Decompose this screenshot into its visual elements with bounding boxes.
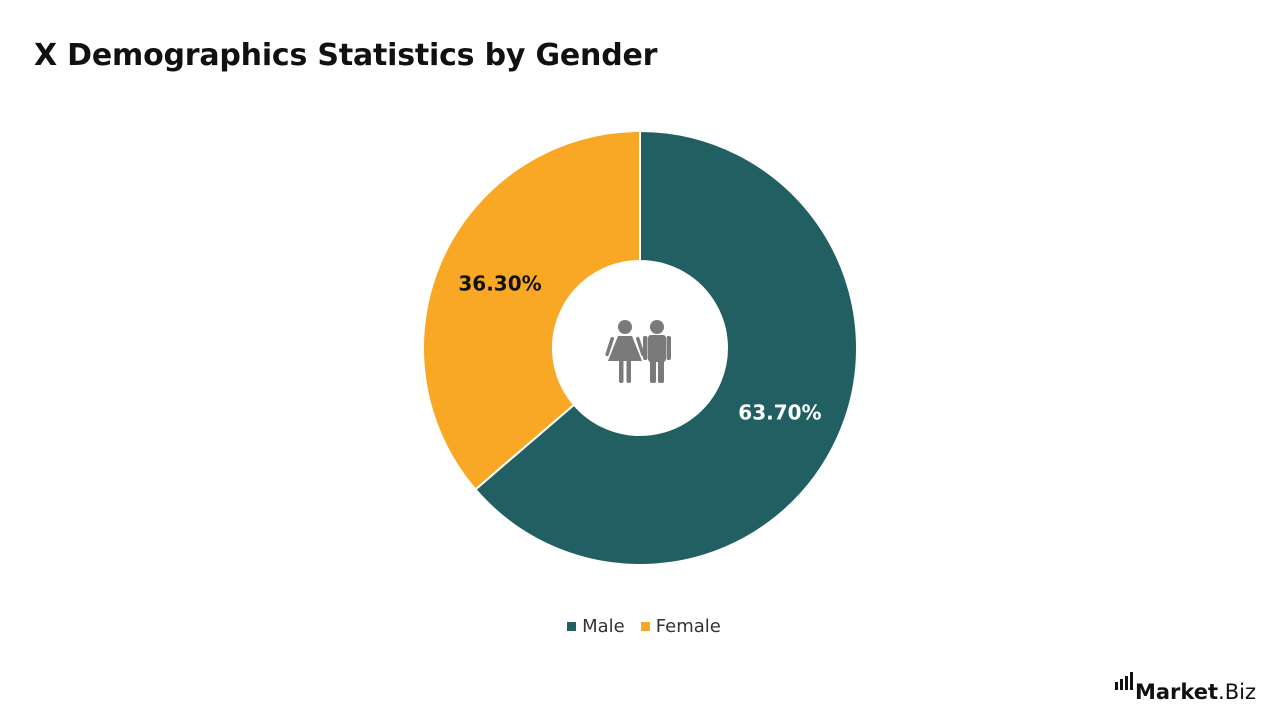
logo-text-biz: .Biz (1218, 680, 1256, 704)
people-icon (605, 320, 671, 383)
slice-labels: 63.70% 36.30% (458, 272, 821, 425)
brand-logo: Market .Biz (1093, 672, 1256, 704)
female-figure-icon (605, 320, 645, 383)
slice-male[interactable] (474, 129, 858, 566)
slice-female[interactable] (422, 129, 641, 491)
slice-label-male: 63.70% (738, 400, 821, 424)
legend-swatch-male (567, 622, 577, 631)
chart-legend: Male Female (0, 616, 1280, 637)
donut-slices (422, 129, 858, 566)
legend-item-female[interactable]: Female (640, 616, 721, 637)
male-figure-icon (643, 320, 671, 383)
legend-swatch-female (640, 622, 650, 631)
logo-text-market: Market (1134, 680, 1219, 704)
chart-title: X Demographics Statistics by Gender (34, 38, 658, 73)
bar-chart-icon (1114, 672, 1133, 690)
legend-label-male: Male (582, 616, 625, 637)
legend-item-male[interactable]: Male (567, 616, 625, 637)
legend-label-female: Female (655, 616, 721, 637)
slice-label-female: 36.30% (458, 272, 541, 296)
